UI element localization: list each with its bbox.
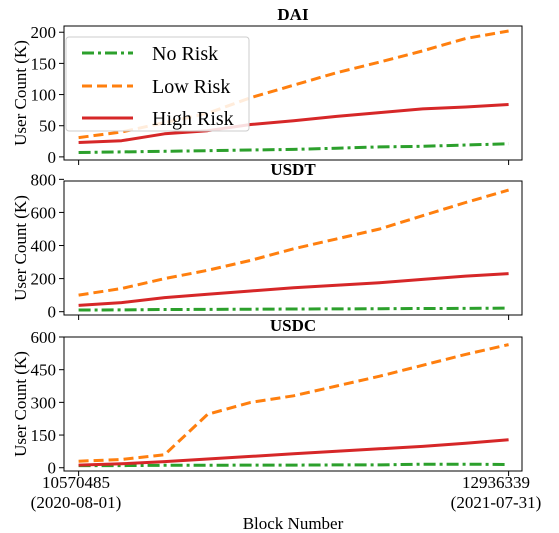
series-line-usdc-low-risk bbox=[78, 343, 509, 463]
y-tick-label-usdc-1: 150 bbox=[31, 426, 57, 445]
y-tick-label-dai-3: 150 bbox=[31, 54, 57, 73]
legend: No Risk Low Risk High Risk bbox=[65, 36, 250, 132]
y-tick-label-dai-1: 50 bbox=[39, 117, 56, 136]
series-line-usdc-high-risk bbox=[78, 438, 509, 467]
plot-frame-usdc bbox=[63, 336, 523, 472]
chart-panels: DAI User Count (K) 0 50 100 150 200 USDT User Co… bbox=[11, 5, 523, 478]
x-tick-label-start: 10570485 bbox=[42, 473, 110, 492]
x-axis-labels: 10570485 (2020-08-01) 12936339 (2021-07-… bbox=[31, 473, 542, 533]
y-tick-label-usdt-0: 0 bbox=[48, 303, 57, 322]
series-line-dai-no-risk bbox=[78, 142, 509, 154]
x-tick-date-end: (2021-07-31) bbox=[451, 493, 542, 512]
x-tick-date-start: (2020-08-01) bbox=[31, 493, 122, 512]
y-axis-label-dai: User Count (K) bbox=[11, 40, 30, 146]
y-tick-label-dai-0: 0 bbox=[48, 148, 57, 167]
series-line-dai-high-risk bbox=[78, 103, 509, 144]
y-tick-label-dai-4: 200 bbox=[31, 23, 57, 42]
series-line-usdt-no-risk bbox=[78, 306, 509, 312]
panel-usdt: USDT User Count (K) 0 200 400 600 800 bbox=[11, 160, 523, 322]
y-tick-label-usdc-2: 300 bbox=[31, 393, 57, 412]
y-tick-label-usdc-0: 0 bbox=[48, 459, 57, 478]
x-tick-label-end: 12936339 bbox=[462, 473, 530, 492]
legend-frame bbox=[65, 36, 250, 132]
y-tick-label-usdt-4: 800 bbox=[31, 170, 57, 189]
panel-usdc: USDC User Count (K) 0 150 300 450 600 bbox=[11, 316, 523, 478]
series-line-usdt-high-risk bbox=[78, 272, 509, 307]
y-tick-label-usdc-3: 450 bbox=[31, 361, 57, 380]
panel-title-usdc: USDC bbox=[270, 316, 316, 335]
panel-title-usdt: USDT bbox=[270, 160, 316, 179]
plot-frame-dai bbox=[63, 25, 523, 161]
series-line-usdt-low-risk bbox=[78, 188, 510, 297]
y-tick-label-usdt-2: 400 bbox=[31, 237, 57, 256]
panel-dai: DAI User Count (K) 0 50 100 150 200 bbox=[11, 5, 523, 167]
legend-label-no-risk: No Risk bbox=[152, 43, 218, 65]
y-axis-label-usdt: User Count (K) bbox=[11, 195, 30, 301]
y-tick-label-usdc-4: 600 bbox=[31, 328, 57, 347]
y-tick-label-usdt-1: 200 bbox=[31, 270, 57, 289]
panel-title-dai: DAI bbox=[277, 5, 309, 24]
legend-label-low-risk: Low Risk bbox=[152, 76, 230, 98]
plot-frame-usdt bbox=[63, 180, 523, 316]
x-axis-label: Block Number bbox=[243, 514, 344, 533]
series-line-usdc-no-risk bbox=[78, 462, 509, 468]
y-tick-label-dai-2: 100 bbox=[31, 86, 57, 105]
y-tick-label-usdt-3: 600 bbox=[31, 203, 57, 222]
y-axis-label-usdc: User Count (K) bbox=[11, 351, 30, 457]
legend-label-high-risk: High Risk bbox=[152, 108, 234, 130]
